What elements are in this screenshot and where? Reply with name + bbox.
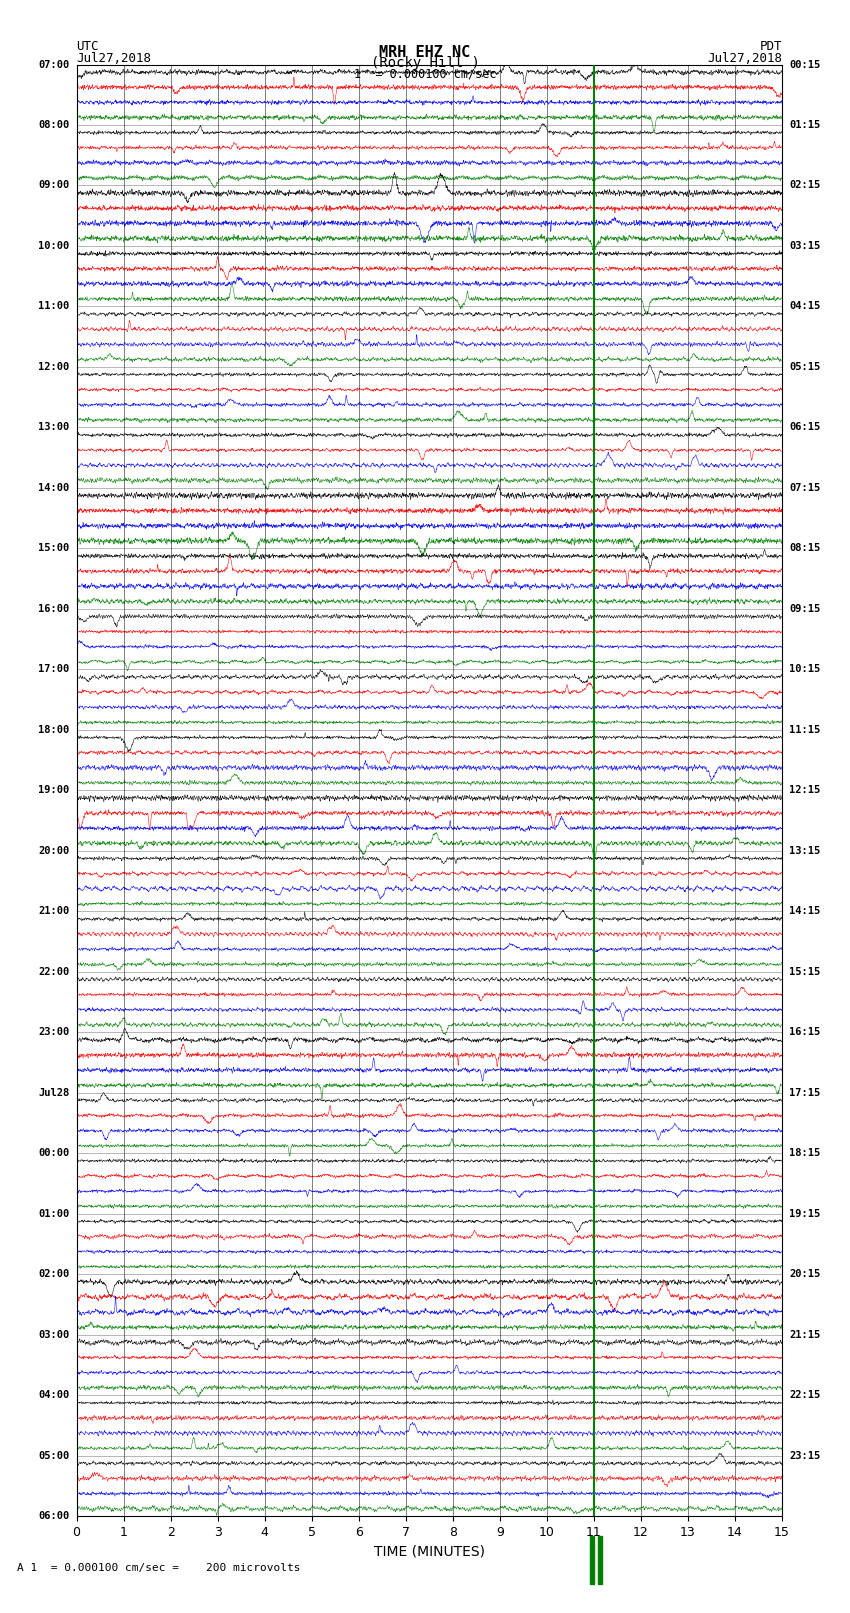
Text: 02:15: 02:15 <box>789 181 820 190</box>
Text: 14:15: 14:15 <box>789 907 820 916</box>
Text: 08:15: 08:15 <box>789 544 820 553</box>
Text: 12:15: 12:15 <box>789 786 820 795</box>
Text: 04:00: 04:00 <box>38 1390 70 1400</box>
Text: 14:00: 14:00 <box>38 482 70 494</box>
Text: Jul27,2018: Jul27,2018 <box>707 52 782 65</box>
Text: 06:00: 06:00 <box>38 1511 70 1521</box>
Text: MRH EHZ NC: MRH EHZ NC <box>379 45 471 60</box>
Text: 21:00: 21:00 <box>38 907 70 916</box>
Text: 08:00: 08:00 <box>38 119 70 131</box>
Text: 07:00: 07:00 <box>38 60 70 69</box>
Text: 01:15: 01:15 <box>789 119 820 131</box>
Text: 03:00: 03:00 <box>38 1329 70 1340</box>
Text: 18:00: 18:00 <box>38 724 70 736</box>
Text: 15:15: 15:15 <box>789 966 820 977</box>
Text: 13:00: 13:00 <box>38 423 70 432</box>
Text: A 1  = 0.000100 cm/sec =    200 microvolts: A 1 = 0.000100 cm/sec = 200 microvolts <box>17 1563 301 1573</box>
Text: 01:00: 01:00 <box>38 1208 70 1219</box>
Text: 10:00: 10:00 <box>38 240 70 252</box>
Text: 23:15: 23:15 <box>789 1450 820 1461</box>
Text: 15:00: 15:00 <box>38 544 70 553</box>
Text: 13:15: 13:15 <box>789 845 820 857</box>
Text: 09:15: 09:15 <box>789 603 820 615</box>
Text: 09:00: 09:00 <box>38 181 70 190</box>
Text: 07:15: 07:15 <box>789 482 820 494</box>
Text: 22:00: 22:00 <box>38 966 70 977</box>
Text: 05:15: 05:15 <box>789 361 820 373</box>
Text: Jul27,2018: Jul27,2018 <box>76 52 151 65</box>
Text: PDT: PDT <box>760 40 782 53</box>
Text: 20:00: 20:00 <box>38 845 70 857</box>
Text: Jul28: Jul28 <box>38 1087 70 1098</box>
Text: 11:00: 11:00 <box>38 302 70 311</box>
Text: 19:00: 19:00 <box>38 786 70 795</box>
Text: 16:15: 16:15 <box>789 1027 820 1037</box>
Text: 00:00: 00:00 <box>38 1148 70 1158</box>
Text: 11:15: 11:15 <box>789 724 820 736</box>
Text: 22:15: 22:15 <box>789 1390 820 1400</box>
Text: 23:00: 23:00 <box>38 1027 70 1037</box>
Text: 12:00: 12:00 <box>38 361 70 373</box>
Text: 03:15: 03:15 <box>789 240 820 252</box>
Text: 20:15: 20:15 <box>789 1269 820 1279</box>
Text: 1  = 0.000100 cm/sec: 1 = 0.000100 cm/sec <box>354 68 496 81</box>
Text: 21:15: 21:15 <box>789 1329 820 1340</box>
Text: 17:00: 17:00 <box>38 665 70 674</box>
X-axis label: TIME (MINUTES): TIME (MINUTES) <box>374 1545 484 1558</box>
Text: 06:15: 06:15 <box>789 423 820 432</box>
Text: 17:15: 17:15 <box>789 1087 820 1098</box>
Text: 18:15: 18:15 <box>789 1148 820 1158</box>
Text: 02:00: 02:00 <box>38 1269 70 1279</box>
Text: 04:15: 04:15 <box>789 302 820 311</box>
Text: 00:15: 00:15 <box>789 60 820 69</box>
Text: 16:00: 16:00 <box>38 603 70 615</box>
Text: (Rocky Hill ): (Rocky Hill ) <box>371 56 479 71</box>
Text: UTC: UTC <box>76 40 99 53</box>
Text: 10:15: 10:15 <box>789 665 820 674</box>
Text: 05:00: 05:00 <box>38 1450 70 1461</box>
Text: 19:15: 19:15 <box>789 1208 820 1219</box>
